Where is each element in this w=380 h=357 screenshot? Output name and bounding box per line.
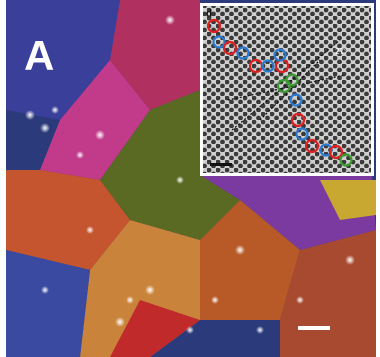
inset: d 27°	[200, 3, 374, 176]
inset-label: d	[206, 9, 212, 20]
scale-bar	[298, 326, 330, 330]
panel-label: A	[24, 32, 54, 79]
page: A d 27°	[0, 0, 380, 357]
micrograph: A d 27°	[0, 0, 380, 357]
angle-label: 27°	[335, 47, 347, 56]
